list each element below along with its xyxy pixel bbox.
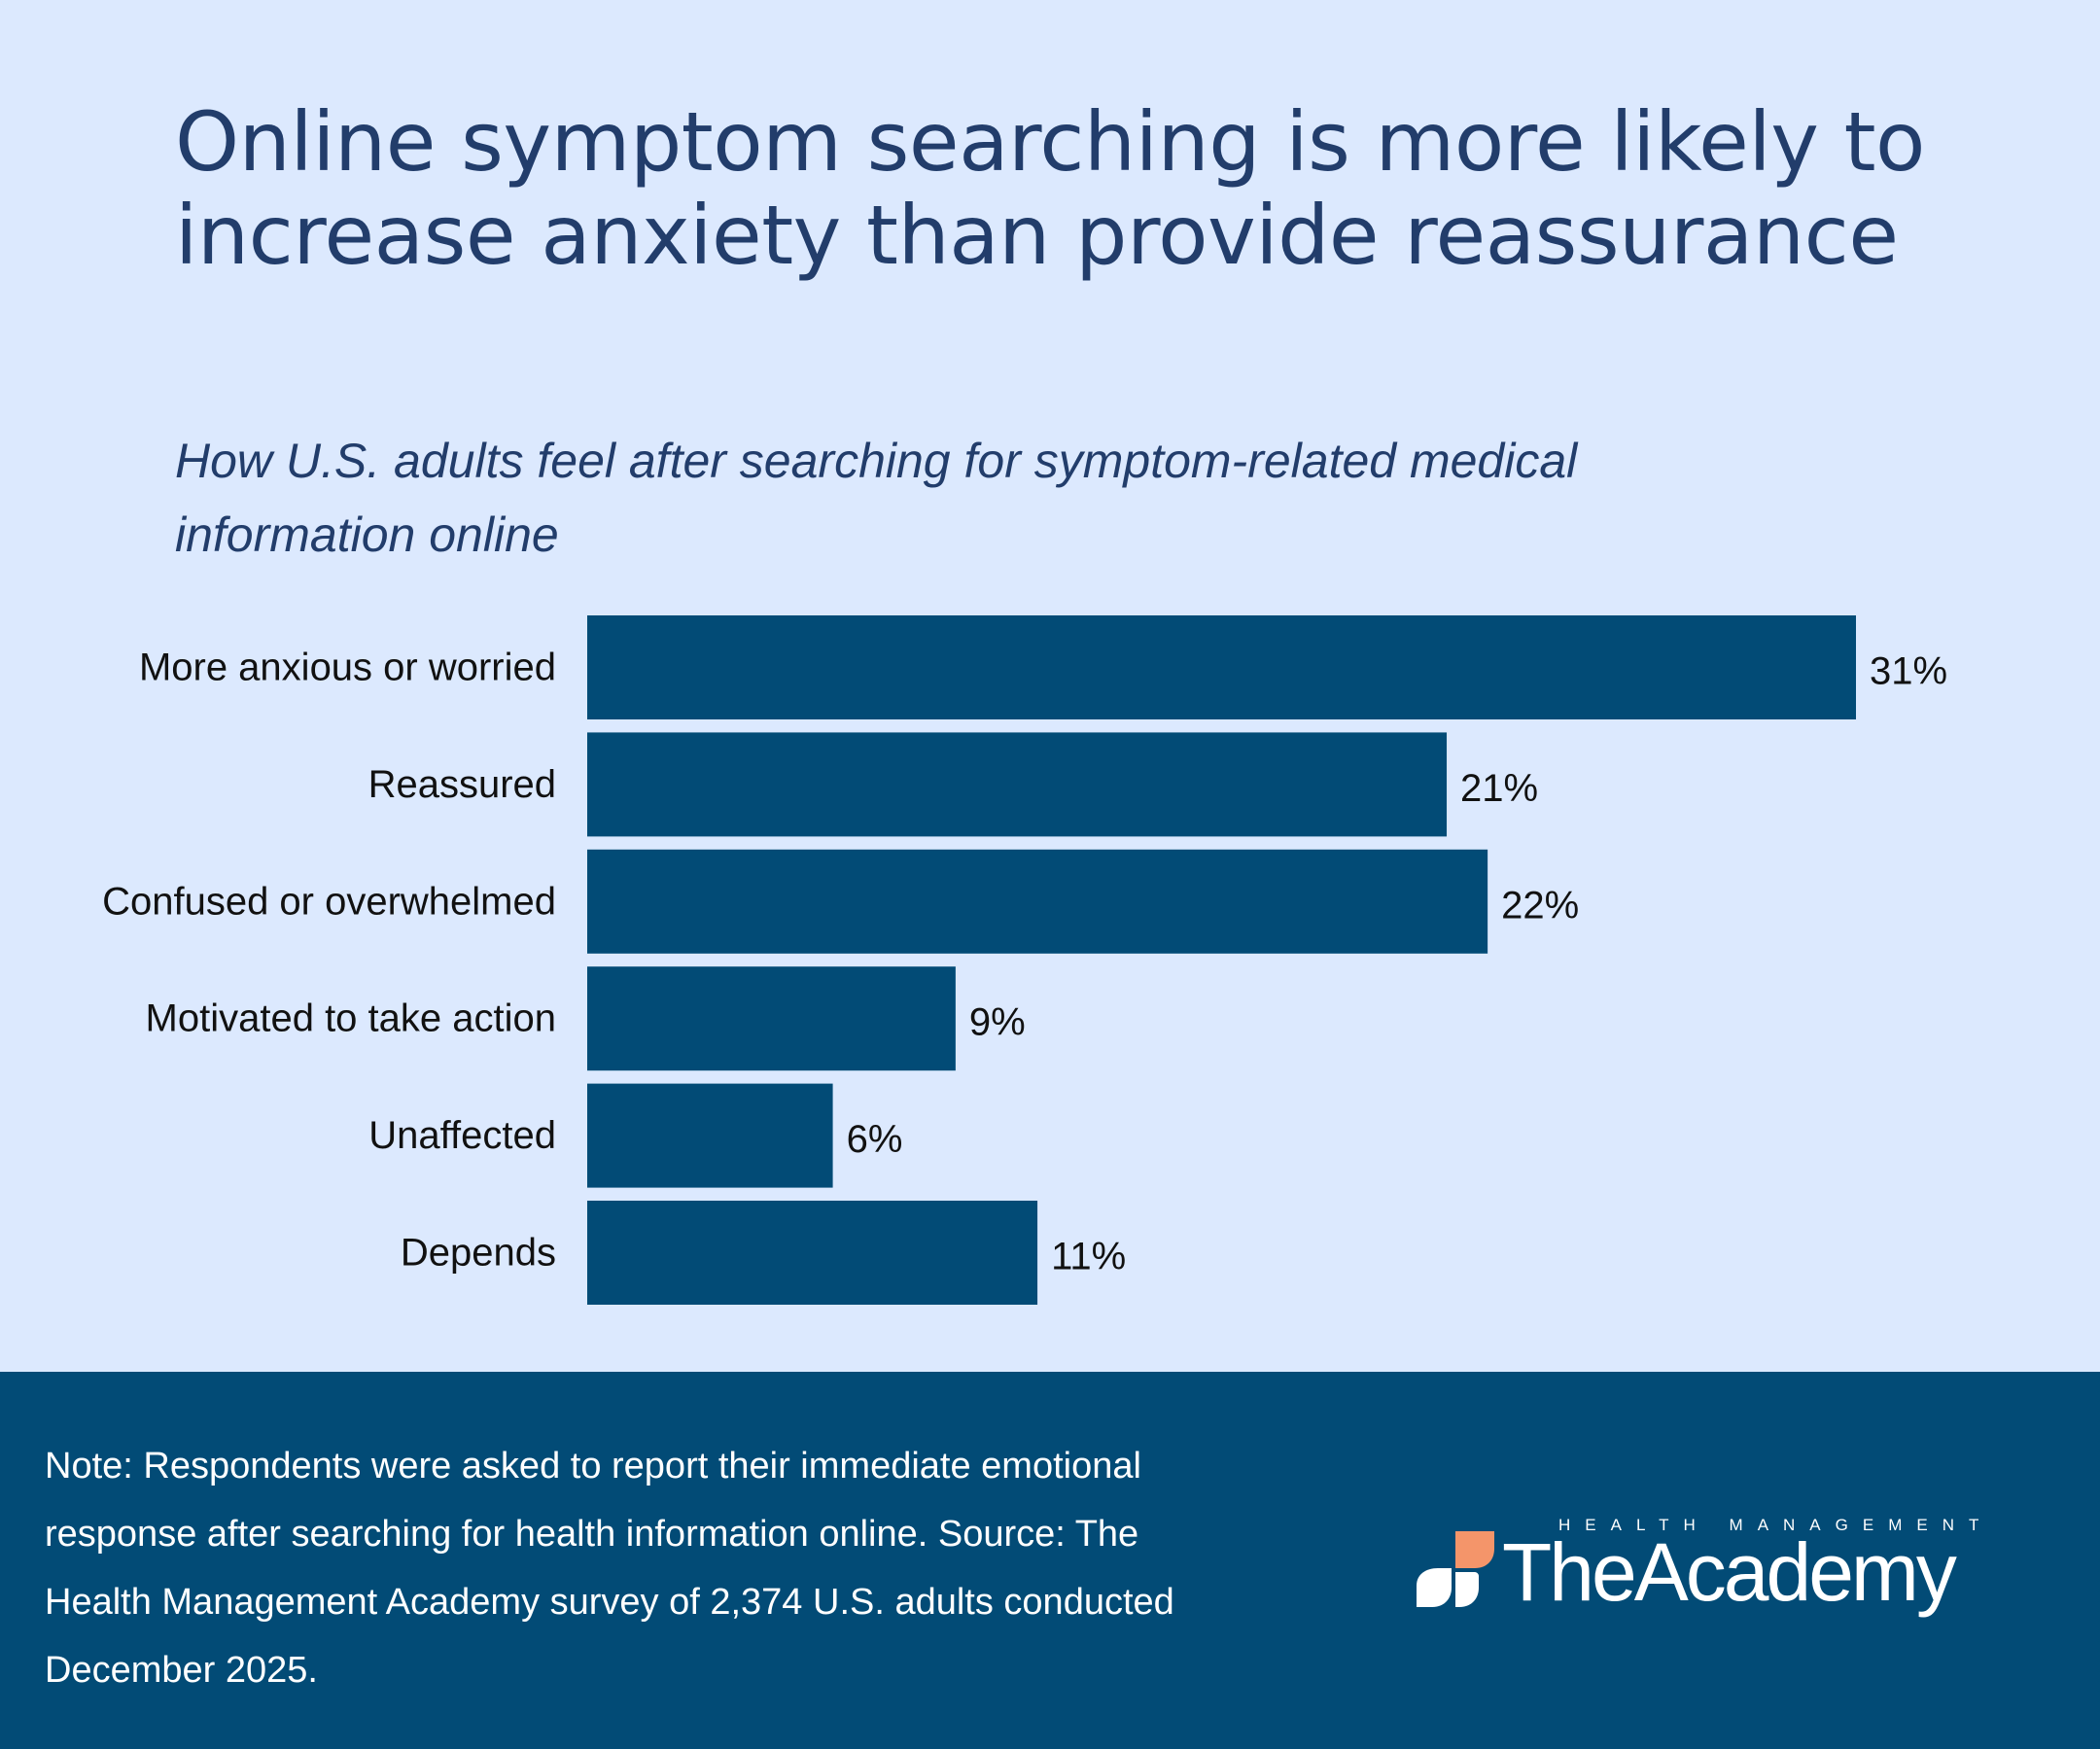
bar-5 (587, 1201, 1038, 1305)
bar-chart: More anxious or worried 31% Reassured 21% Co… (102, 615, 1947, 1305)
value-label-1: 21% (1460, 767, 1538, 810)
chart-subtitle: How U.S. adults feel after searching for… (175, 434, 1578, 562)
logo-name: TheAcademy (1502, 1526, 1957, 1618)
bar-4 (587, 1083, 833, 1188)
logo-kicker: HEALTH MANAGEMENT (1558, 1516, 1994, 1534)
value-label-3: 9% (969, 1001, 1026, 1044)
bar-1 (587, 732, 1448, 837)
footer: Note: Respondents were asked to report t… (0, 1372, 2100, 1749)
category-label-0: More anxious or worried (139, 647, 556, 689)
academy-logo: HEALTH MANAGEMENT TheAcademy (1415, 1516, 1998, 1623)
source-note: Note: Respondents were asked to report t… (45, 1446, 1174, 1691)
value-label-4: 6% (847, 1118, 903, 1161)
value-label-2: 22% (1501, 884, 1579, 927)
chart-title: Online symptom searching is more likely … (175, 94, 1925, 283)
category-label-5: Depends (401, 1232, 556, 1275)
bar-0 (587, 615, 1856, 719)
logo-mark-icon (1417, 1531, 1494, 1607)
value-label-0: 31% (1870, 650, 1947, 693)
category-label-3: Motivated to take action (146, 997, 556, 1040)
category-label-4: Unaffected (368, 1114, 556, 1157)
category-label-2: Confused or overwhelmed (102, 880, 556, 923)
value-label-5: 11% (1051, 1236, 1126, 1278)
category-label-1: Reassured (368, 763, 556, 806)
bar-2 (587, 849, 1488, 954)
bar-3 (587, 966, 956, 1071)
